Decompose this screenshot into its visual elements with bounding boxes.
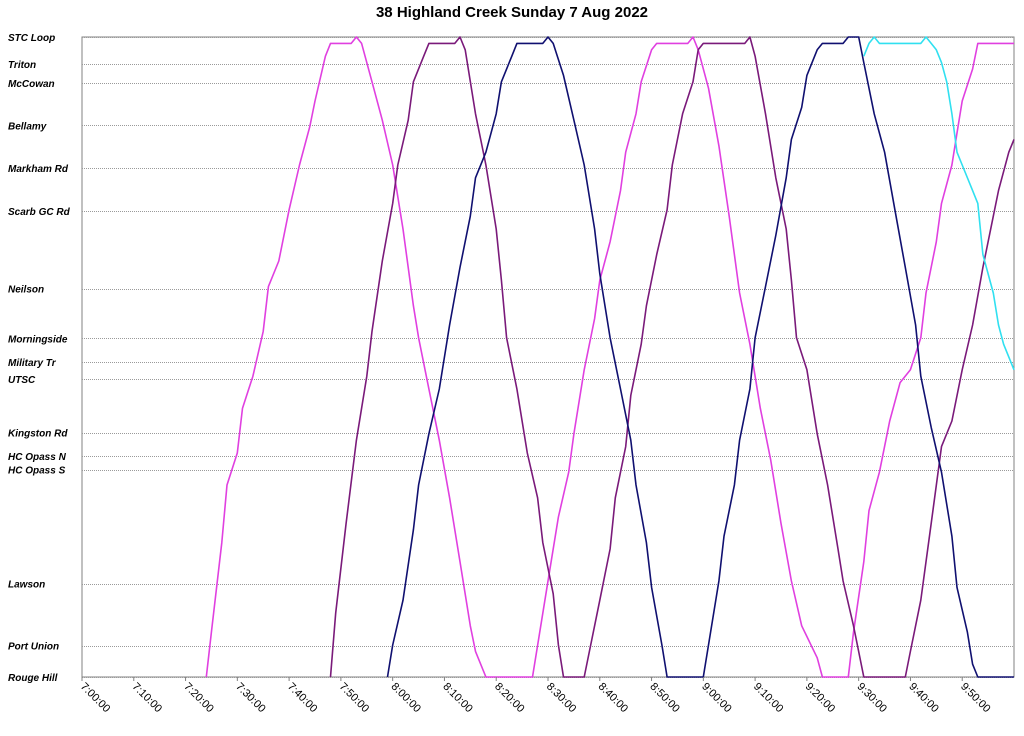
- series-line-4: [863, 36, 1015, 371]
- x-tick-label: 7:50:00: [337, 681, 371, 715]
- stop-label: Port Union: [8, 642, 59, 653]
- stop-label: UTSC: [8, 375, 36, 386]
- stop-label: HC Opass S: [8, 466, 66, 477]
- time-axis: 7:00:00 7:10:00 7:20:00 7:30:00 7:40:00 7:50:…: [78, 677, 993, 715]
- stop-label: Kingston Rd: [8, 429, 68, 440]
- stop-label: STC Loop: [8, 33, 55, 44]
- x-tick-label: 7:00:00: [78, 681, 112, 715]
- x-tick-label: 8:40:00: [596, 681, 630, 715]
- x-tick-label: 8:50:00: [647, 681, 681, 715]
- x-tick-label: 9:00:00: [699, 681, 733, 715]
- x-tick-label: 9:20:00: [803, 681, 837, 715]
- series-layer: [205, 36, 1015, 678]
- x-tick-label: 8:20:00: [492, 681, 526, 715]
- stop-label: Markham Rd: [8, 164, 69, 175]
- x-tick-label: 8:10:00: [440, 681, 474, 715]
- stop-label: McCowan: [8, 79, 55, 90]
- stop-label: Lawson: [8, 580, 45, 591]
- stop-label: Rouge Hill: [8, 673, 58, 684]
- stop-label: Military Tr: [8, 358, 57, 369]
- stop-label: Triton: [8, 60, 36, 71]
- x-tick-label: 9:50:00: [958, 681, 992, 715]
- stop-label: Scarb GC Rd: [8, 207, 71, 218]
- stop-label: Neilson: [8, 285, 44, 296]
- series-line-2: [329, 36, 1015, 678]
- chart-title: 38 Highland Creek Sunday 7 Aug 2022: [375, 4, 649, 21]
- stop-label: Bellamy: [8, 121, 47, 132]
- x-tick-label: 9:10:00: [751, 681, 785, 715]
- series-line-3: [386, 36, 1014, 678]
- x-tick-label: 9:40:00: [906, 681, 940, 715]
- x-tick-label: 7:40:00: [285, 681, 319, 715]
- x-tick-label: 7:20:00: [181, 681, 215, 715]
- series-line-1: [205, 36, 1014, 678]
- stop-label: Morningside: [8, 334, 68, 345]
- x-tick-label: 8:00:00: [389, 681, 423, 715]
- x-tick-label: 7:30:00: [233, 681, 267, 715]
- x-tick-label: 8:30:00: [544, 681, 578, 715]
- x-tick-label: 9:30:00: [855, 681, 889, 715]
- stop-axis: STC Loop Triton McCowan Bellamy Markham Rd Sc…: [8, 33, 71, 684]
- x-tick-label: 7:10:00: [130, 681, 164, 715]
- stop-label: HC Opass N: [8, 452, 67, 463]
